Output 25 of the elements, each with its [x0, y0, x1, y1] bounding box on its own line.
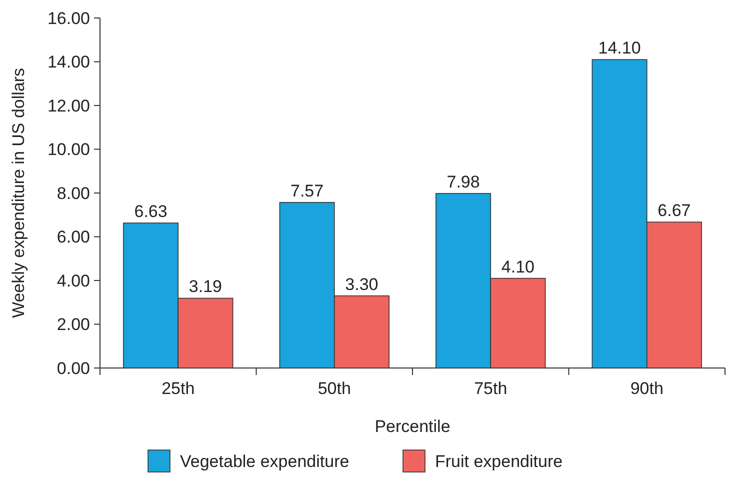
data-label: 6.67	[658, 201, 691, 220]
y-tick-label: 12.00	[47, 96, 90, 116]
data-label: 7.57	[290, 181, 324, 200]
y-tick-label: 2.00	[56, 315, 90, 334]
y-tick-label: 6.00	[56, 228, 90, 247]
data-label: 7.98	[446, 172, 480, 192]
data-label: 14.10	[598, 38, 641, 58]
y-tick-label: 16.00	[47, 8, 90, 28]
data-label: 3.30	[345, 274, 378, 294]
data-label: 4.10	[501, 257, 535, 276]
x-tick-label: 25th	[162, 379, 195, 398]
data-label: 3.19	[188, 277, 222, 296]
y-tick-label: 14.00	[47, 52, 90, 72]
y-tick-label: 10.00	[47, 140, 90, 160]
x-axis-title: Percentile	[374, 417, 450, 436]
x-tick-label: 75th	[474, 379, 508, 398]
y-axis-title: Weekly expenditure in US dollars	[9, 68, 28, 318]
x-tick-label: 50th	[318, 379, 351, 398]
y-tick-label: 4.00	[56, 271, 90, 290]
y-tick-label: 0.00	[56, 358, 90, 378]
x-tick-label: 90th	[630, 379, 664, 398]
legend-label: Fruit expenditure	[435, 452, 563, 471]
y-tick-label: 8.00	[56, 184, 90, 203]
legend-label: Vegetable expenditure	[180, 452, 350, 471]
data-label: 6.63	[134, 202, 168, 221]
